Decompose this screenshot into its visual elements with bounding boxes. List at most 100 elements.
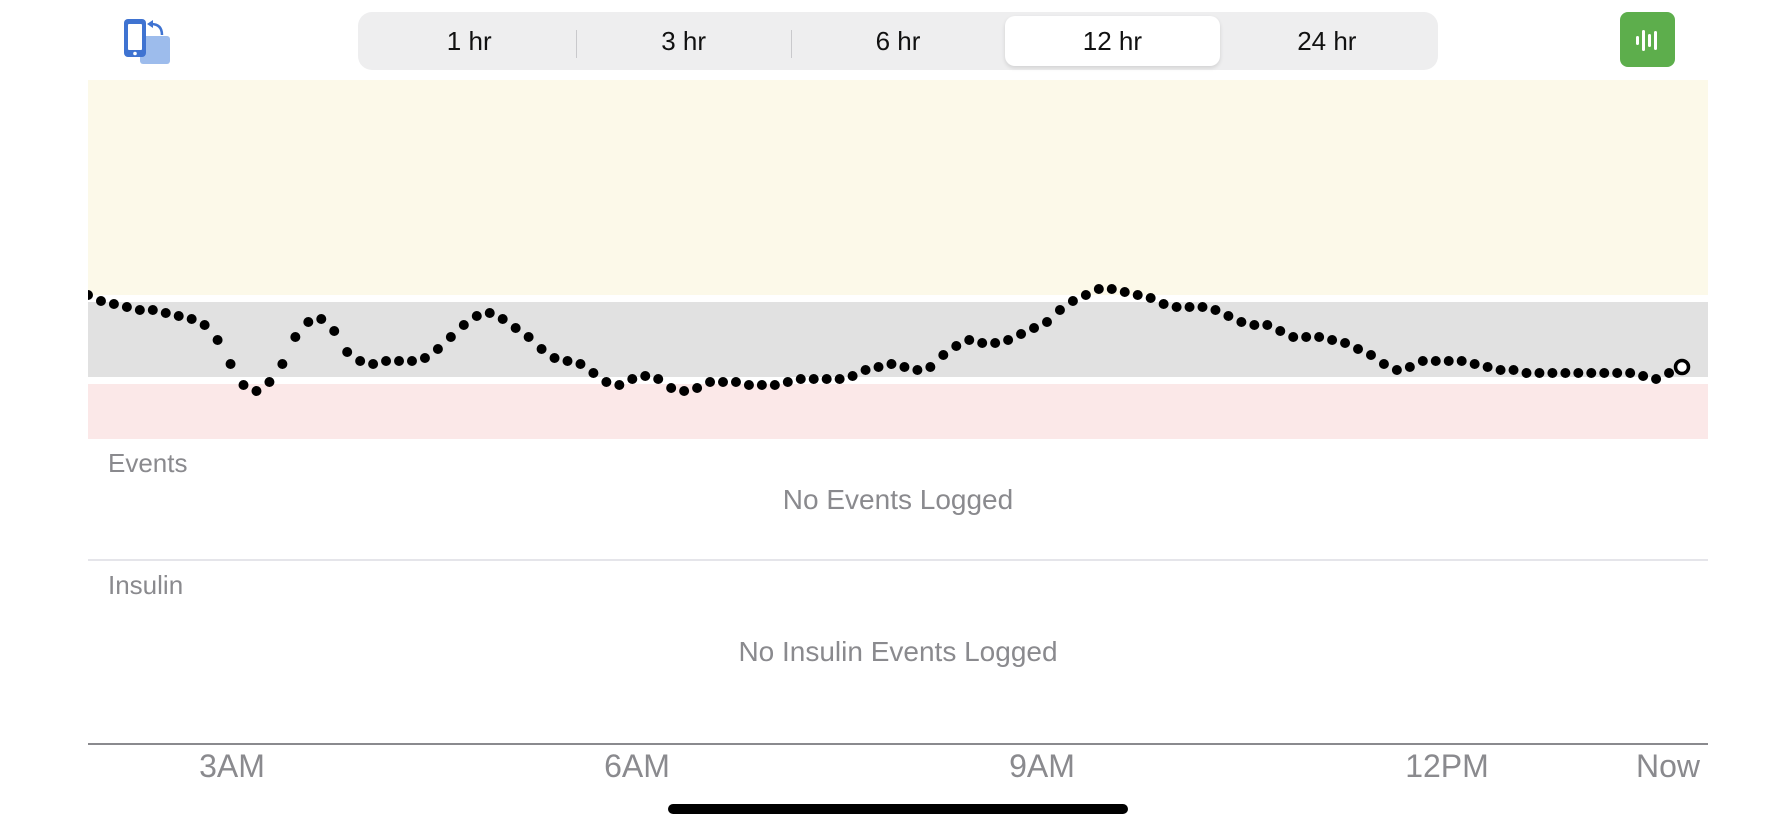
range-band-high <box>88 80 1708 295</box>
reading-point <box>264 377 275 387</box>
reading-point <box>1638 371 1649 381</box>
reading-point <box>977 338 988 348</box>
reading-point <box>419 353 430 363</box>
reading-point <box>523 332 534 342</box>
reading-point <box>1003 335 1014 345</box>
reading-point <box>88 290 93 300</box>
reading-point <box>1482 362 1493 372</box>
reading-point <box>1093 284 1104 294</box>
reading-point <box>743 380 754 390</box>
audio-waveform-icon <box>1635 29 1657 51</box>
reading-point <box>1106 284 1117 294</box>
time-axis-line <box>88 743 1708 745</box>
x-tick-label: Now <box>1636 748 1701 784</box>
reading-point <box>121 302 132 312</box>
reading-point <box>718 377 729 387</box>
reading-point <box>562 356 573 366</box>
reading-point <box>1158 299 1169 309</box>
time-range-option[interactable]: 6 hr <box>790 16 1005 66</box>
reading-point <box>316 314 327 324</box>
reading-point <box>1560 368 1571 378</box>
reading-point <box>938 350 949 360</box>
current-reading-point <box>1673 358 1691 376</box>
reading-point <box>679 386 690 396</box>
reading-point <box>1417 356 1428 366</box>
reading-point <box>899 362 910 372</box>
reading-point <box>1145 293 1156 303</box>
reading-point <box>1301 332 1312 342</box>
reading-point <box>342 347 353 357</box>
reading-point <box>134 305 145 315</box>
reading-point <box>212 335 223 345</box>
reading-point <box>730 377 741 387</box>
reading-point <box>445 332 456 342</box>
time-range-selector: 1 hr 3 hr 6 hr 12 hr 24 hr <box>358 12 1438 70</box>
range-band-in-range <box>88 302 1708 377</box>
reading-point <box>782 377 793 387</box>
glucose-chart <box>88 80 1708 440</box>
reading-point <box>510 323 521 333</box>
reading-point <box>1223 311 1234 321</box>
reading-point <box>1262 320 1273 330</box>
insulin-empty-message: No Insulin Events Logged <box>738 636 1058 667</box>
reading-point <box>756 380 767 390</box>
x-tick-label: 12PM <box>1405 748 1489 784</box>
reading-point <box>1495 365 1506 375</box>
reading-point <box>368 359 379 369</box>
reading-point <box>458 320 469 330</box>
reading-point <box>160 308 171 318</box>
time-range-option[interactable]: 3 hr <box>576 16 790 66</box>
reading-point <box>873 362 884 372</box>
reading-point <box>303 317 314 327</box>
reading-point <box>1249 320 1260 330</box>
reading-point <box>1171 302 1182 312</box>
reading-point <box>1625 368 1636 378</box>
reading-point <box>1236 317 1247 327</box>
reading-point <box>795 374 806 384</box>
time-range-option[interactable]: 24 hr <box>1297 25 1357 56</box>
reading-point <box>290 332 301 342</box>
reading-point <box>692 383 703 393</box>
reading-point <box>1469 359 1480 369</box>
reading-point <box>1391 365 1402 375</box>
rotate-screen-button[interactable] <box>120 16 176 68</box>
reading-point <box>1314 332 1325 342</box>
reading-point <box>808 374 819 384</box>
reading-point <box>1456 356 1467 366</box>
reading-point <box>1430 356 1441 366</box>
time-range-option[interactable]: 12 hr <box>1005 16 1220 66</box>
insulin-section-label: Insulin <box>108 570 184 600</box>
reading-point <box>225 359 236 369</box>
reading-point <box>355 356 366 366</box>
reading-point <box>1054 305 1065 315</box>
reading-point <box>1365 350 1376 360</box>
reading-point <box>432 344 443 354</box>
reading-point <box>821 374 832 384</box>
reading-point <box>1184 302 1195 312</box>
reading-point <box>251 386 262 396</box>
home-indicator <box>668 804 1128 814</box>
reading-point <box>1197 302 1208 312</box>
reading-point <box>705 377 716 387</box>
reading-point <box>1119 287 1130 297</box>
reading-point <box>860 365 871 375</box>
reading-point <box>1041 317 1052 327</box>
reading-point <box>1288 332 1299 342</box>
reading-point <box>601 377 612 387</box>
share-button[interactable] <box>1620 12 1675 67</box>
reading-point <box>1080 290 1091 300</box>
reading-point <box>329 326 340 336</box>
reading-point <box>1210 305 1221 315</box>
reading-point <box>1275 326 1286 336</box>
reading-point <box>381 356 392 366</box>
reading-point <box>1378 359 1389 369</box>
rotate-screen-icon <box>124 19 170 64</box>
reading-point <box>1029 323 1040 333</box>
reading-point <box>1612 368 1623 378</box>
reading-point <box>536 344 547 354</box>
reading-point <box>147 305 158 315</box>
reading-point <box>1664 368 1675 378</box>
reading-point <box>964 335 975 345</box>
time-range-option[interactable]: 1 hr <box>446 25 492 56</box>
reading-point <box>471 311 482 321</box>
